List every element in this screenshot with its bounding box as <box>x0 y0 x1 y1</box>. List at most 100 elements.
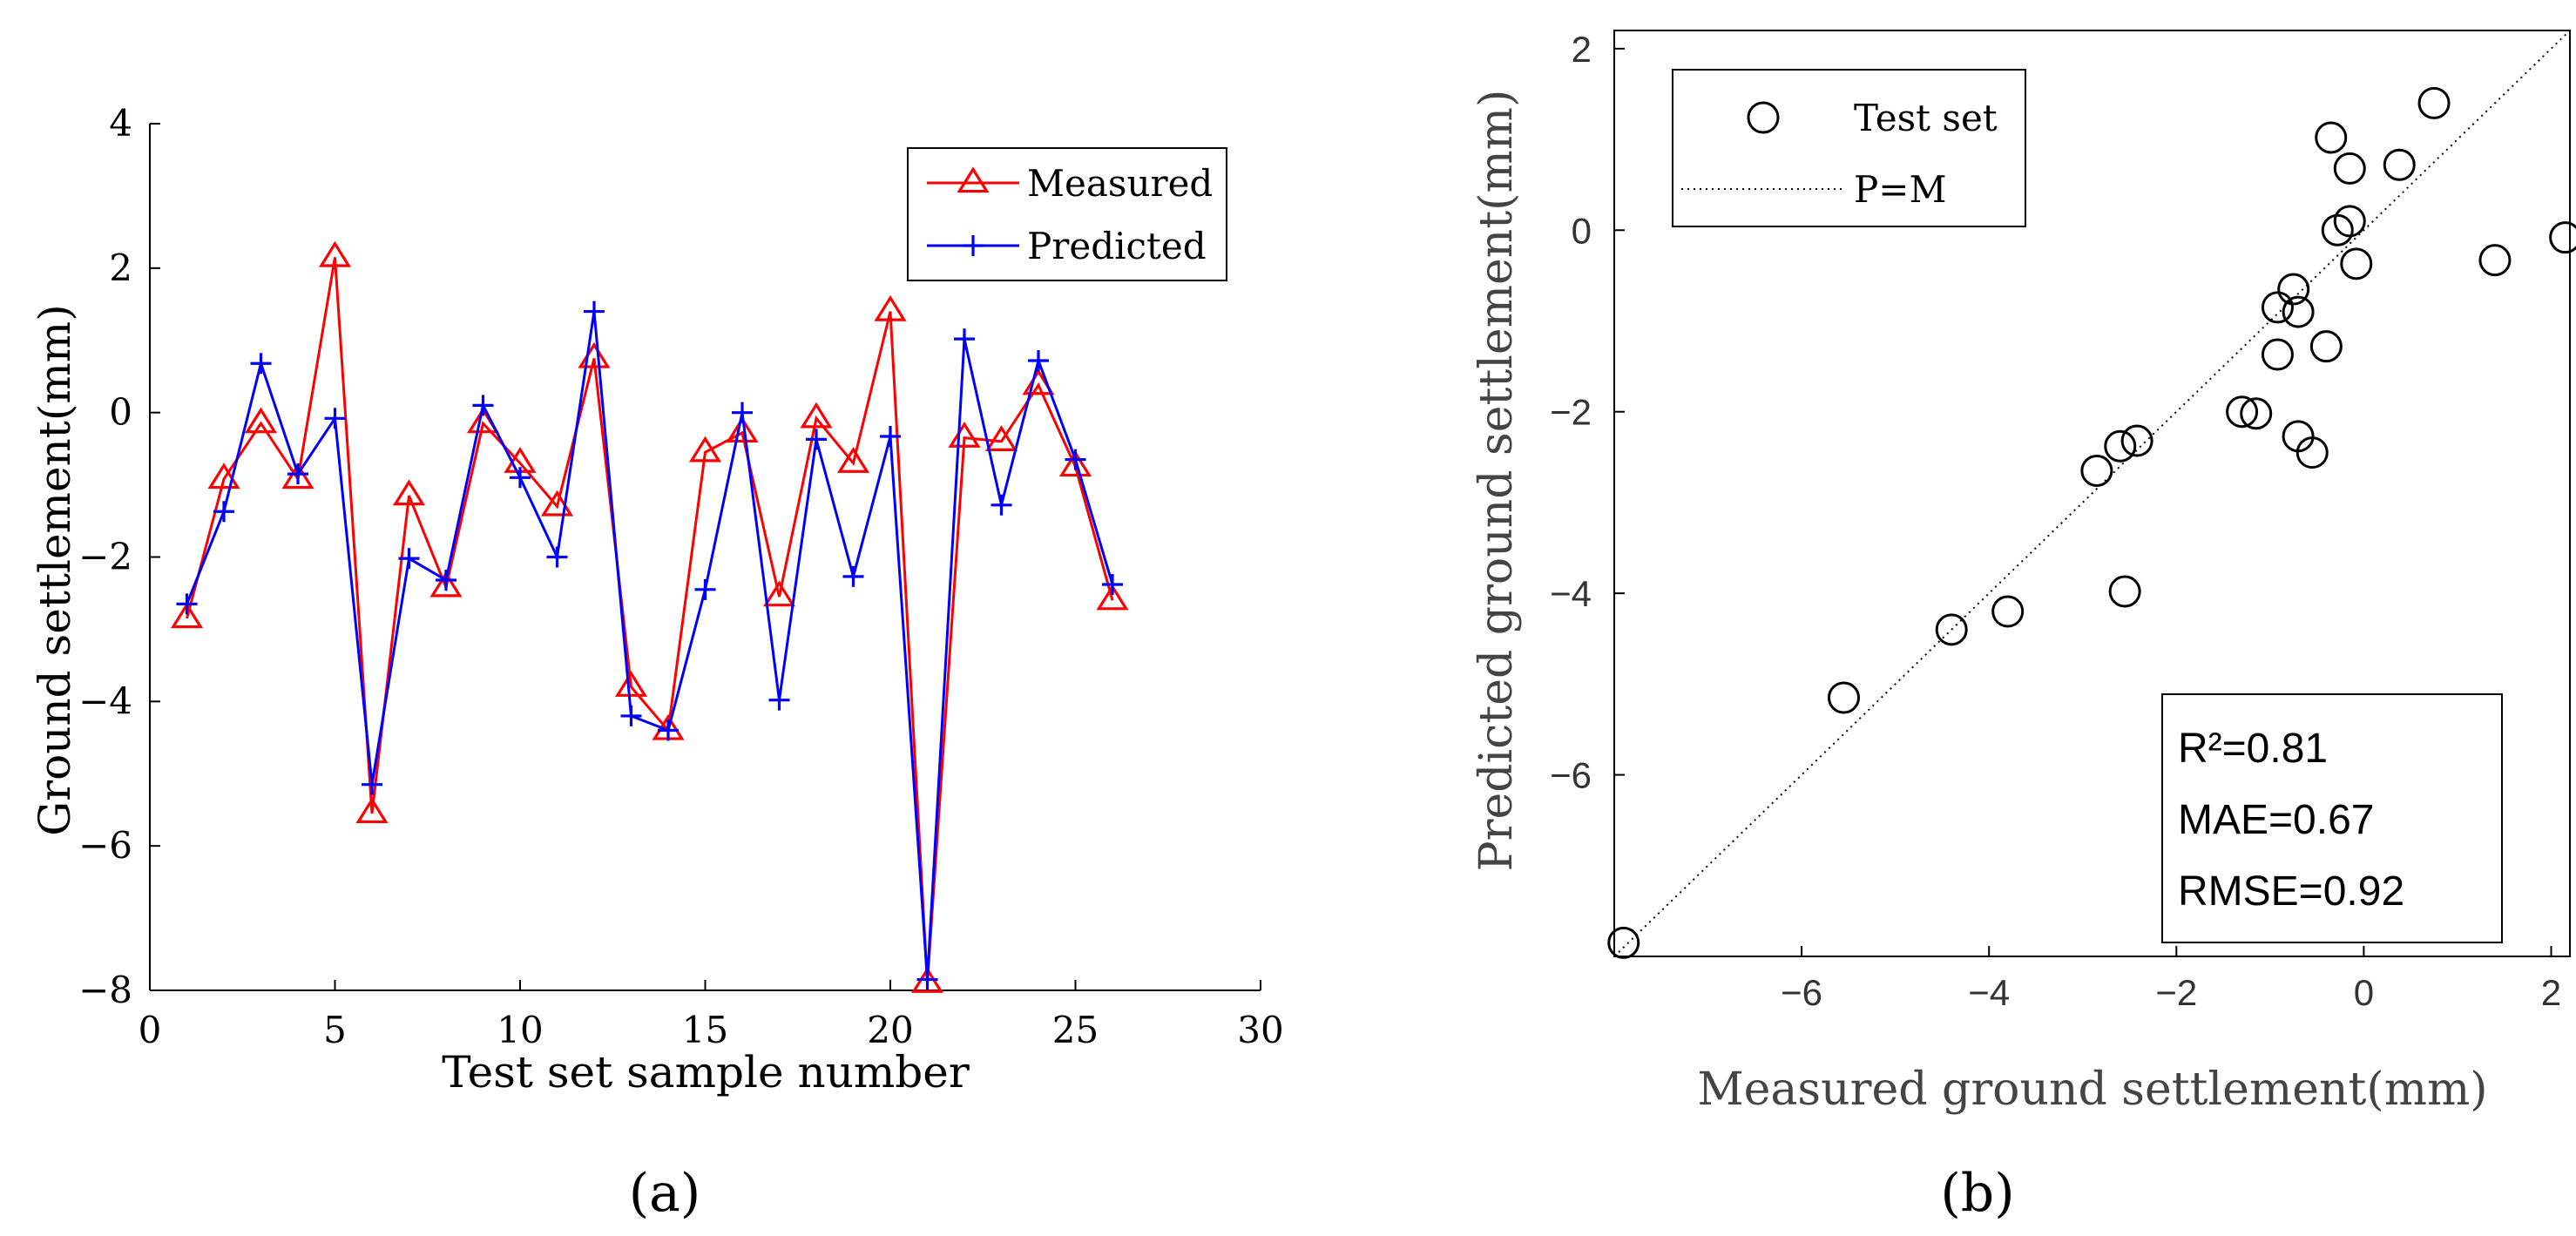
legend-marker-test-set <box>1747 101 1780 134</box>
predicted-point <box>1065 449 1086 470</box>
scatter-point <box>2240 397 2273 430</box>
predicted-point <box>584 301 605 322</box>
scatter-point <box>2120 424 2153 457</box>
measured-point <box>688 436 722 463</box>
y-axis-label: Ground settlement(mm) <box>30 304 80 835</box>
x-tick-label: 30 <box>1237 1009 1283 1051</box>
predicted-point <box>398 548 420 570</box>
x-tick-label: −4 <box>1968 972 2010 1013</box>
x-axis-label: Test set sample number <box>442 1047 970 1098</box>
scatter-point <box>1827 681 1860 714</box>
y-tick-label: −2 <box>1550 392 1592 433</box>
scatter-point <box>2478 244 2512 277</box>
series-line-predicted <box>186 311 1114 980</box>
predicted-point <box>1028 349 1049 371</box>
predicted-point <box>176 593 198 615</box>
scatter-point <box>2261 338 2294 371</box>
predicted-point <box>213 501 234 523</box>
predicted-point <box>916 969 938 990</box>
scatter-point <box>2261 291 2294 324</box>
scatter-point <box>2383 148 2416 181</box>
measured-point <box>170 602 204 629</box>
legend-marker-predicted <box>963 235 984 256</box>
x-tick-label: 25 <box>1052 1009 1099 1051</box>
predicted-point <box>842 565 864 587</box>
predicted-point <box>324 408 346 429</box>
predicted-point <box>768 689 790 711</box>
x-tick-label: 0 <box>139 1009 162 1051</box>
metrics-box <box>2161 693 2503 943</box>
predicted-point <box>250 353 272 375</box>
predicted-point <box>732 402 753 423</box>
legend-box <box>1672 69 2026 227</box>
scatter-point <box>2309 330 2343 363</box>
x-tick-label: −2 <box>2155 972 2197 1013</box>
measured-point <box>207 463 240 490</box>
metric-label: RMSE=0.92 <box>2178 868 2404 915</box>
scatter-point <box>2417 86 2451 119</box>
predicted-point <box>806 429 827 450</box>
scatter-point <box>2333 205 2366 238</box>
predicted-point <box>510 467 531 489</box>
scatter-point <box>2104 429 2137 463</box>
y-tick-label: −6 <box>1550 755 1592 796</box>
predicted-point <box>436 570 456 591</box>
scatter-point <box>2226 395 2259 429</box>
measured-point <box>984 425 1018 452</box>
y-tick-label: −4 <box>1550 573 1592 614</box>
legend-label-test-set: Test set <box>1854 97 1998 139</box>
y-tick-label: −6 <box>78 824 132 867</box>
panel-label-b: (b) <box>1940 1163 2014 1224</box>
predicted-point <box>362 773 382 795</box>
measured-point <box>281 463 314 490</box>
legend-box <box>907 147 1227 281</box>
y-tick-label: 0 <box>109 391 132 434</box>
metric-label: R²=0.81 <box>2178 726 2328 772</box>
chart-a: 0 5 10 15 20 25 30 −8 −6 −4 −2 0 2 4 Test set sample n… <box>30 102 1284 1098</box>
legend-label-p-equals-m: P=M <box>1854 168 1946 211</box>
x-axis-label: Measured ground settlement(mm) <box>1697 1064 2487 1116</box>
y-axis-label: Predicted ground settlement(mm) <box>1471 90 1523 872</box>
metric-label: MAE=0.67 <box>2178 797 2374 843</box>
measured-point <box>355 797 389 824</box>
scatter-point <box>2315 121 2348 154</box>
legend-marker-measured <box>957 166 990 193</box>
measured-point <box>1058 450 1092 477</box>
measured-point <box>244 407 278 434</box>
x-tick-label: 5 <box>323 1009 347 1051</box>
measured-point <box>874 294 907 321</box>
plot-frame <box>1613 30 2571 957</box>
y-tick-label: 0 <box>1572 210 1592 251</box>
predicted-point <box>472 395 494 416</box>
measured-point <box>726 416 759 443</box>
scatter-point <box>2108 575 2141 608</box>
scatter-point <box>2333 152 2366 185</box>
predicted-point <box>658 719 679 741</box>
legend-label-predicted: Predicted <box>1027 225 1207 267</box>
measured-point <box>318 240 352 267</box>
scatter-point <box>2282 295 2315 328</box>
y-tick-label: −4 <box>78 679 132 722</box>
predicted-point <box>880 426 901 448</box>
x-tick-label: 2 <box>2541 972 2561 1013</box>
y-tick-label: 2 <box>109 247 132 289</box>
scatter-point <box>2277 273 2310 306</box>
x-tick-label: 10 <box>497 1009 543 1051</box>
predicted-point <box>694 578 716 600</box>
x-tick-label: 20 <box>867 1009 913 1051</box>
reference-line-p-equals-m <box>1613 30 2571 957</box>
scatter-point <box>2080 454 2113 487</box>
scatter-point <box>2295 436 2329 469</box>
y-tick-label: −8 <box>78 969 132 1011</box>
x-tick-label: 15 <box>682 1009 728 1051</box>
predicted-point <box>620 705 642 726</box>
y-tick-label: −2 <box>78 536 132 578</box>
predicted-point <box>954 328 975 350</box>
scatter-point <box>2549 221 2576 254</box>
scatter-point <box>1607 926 1640 959</box>
measured-point <box>762 580 796 607</box>
measured-point <box>392 479 426 506</box>
scatter-point <box>2321 213 2354 247</box>
measured-point <box>800 402 833 429</box>
